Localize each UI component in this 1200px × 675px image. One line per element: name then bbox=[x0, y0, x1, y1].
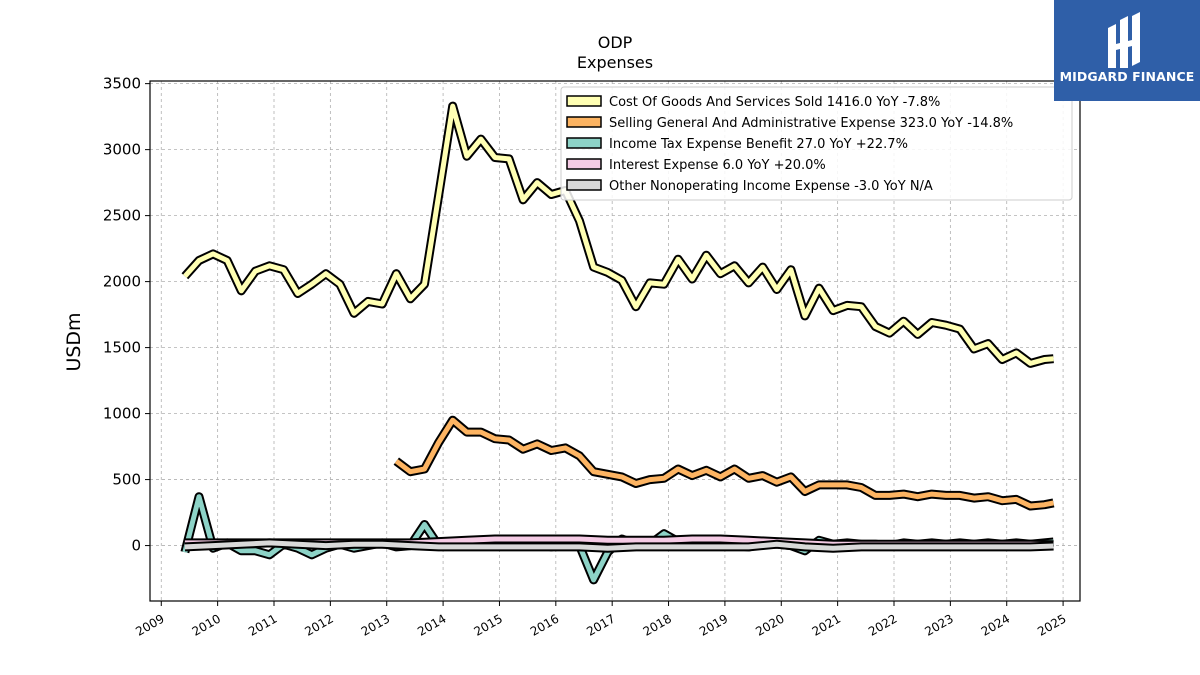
brand-name: MIDGARD FINANCE bbox=[1059, 69, 1195, 84]
series-4 bbox=[184, 538, 1054, 553]
y-tick-label: 3500 bbox=[103, 75, 141, 93]
x-tick-label: 2013 bbox=[359, 611, 392, 638]
legend-entry: Income Tax Expense Benefit 27.0 YoY +22.… bbox=[609, 137, 908, 152]
y-tick-label: 3000 bbox=[103, 141, 141, 159]
y-tick-label: 500 bbox=[112, 471, 141, 489]
x-tick-label: 2019 bbox=[697, 611, 730, 638]
y-tick-label: 1000 bbox=[103, 405, 141, 423]
legend-entry: Selling General And Administrative Expen… bbox=[609, 116, 1013, 131]
plot-frame bbox=[149, 80, 1081, 602]
legend-entry: Other Nonoperating Income Expense -3.0 Y… bbox=[609, 179, 933, 194]
y-tick-label: 2500 bbox=[103, 207, 141, 225]
legend-swatch bbox=[566, 158, 602, 170]
x-tick-label: 2009 bbox=[133, 611, 166, 638]
y-tick-label: 1500 bbox=[103, 339, 141, 357]
y-axis-label: USDm bbox=[63, 312, 85, 371]
x-tick-label: 2018 bbox=[641, 611, 674, 638]
brand-logo: MIDGARD FINANCE bbox=[1054, 0, 1200, 101]
x-tick-label: 2020 bbox=[753, 611, 786, 638]
y-tick-label: 0 bbox=[131, 537, 141, 555]
series-0 bbox=[181, 101, 1054, 368]
x-tick-label: 2024 bbox=[979, 611, 1012, 638]
x-tick-label: 2025 bbox=[1035, 611, 1068, 638]
y-tick-label: 2000 bbox=[103, 273, 141, 291]
x-tick-label: 2017 bbox=[584, 611, 617, 638]
legend-swatch bbox=[566, 137, 602, 149]
series-line bbox=[184, 540, 1054, 551]
legend: Cost Of Goods And Services Sold 1416.0 Y… bbox=[560, 86, 1073, 201]
chart-subtitle: Expenses bbox=[577, 53, 653, 72]
x-tick-label: 2022 bbox=[866, 611, 899, 638]
x-tick-label: 2021 bbox=[810, 611, 843, 638]
legend-swatch bbox=[566, 116, 602, 128]
x-tick-label: 2012 bbox=[302, 611, 335, 638]
legend-entry: Cost Of Goods And Services Sold 1416.0 Y… bbox=[609, 95, 940, 110]
midgard-logo-icon bbox=[1108, 12, 1140, 68]
series-1 bbox=[393, 415, 1055, 511]
series-line bbox=[183, 103, 1054, 366]
x-tick-label: 2011 bbox=[246, 611, 279, 638]
x-tick-label: 2016 bbox=[528, 611, 561, 638]
x-tick-label: 2015 bbox=[472, 611, 505, 638]
x-tick-label: 2014 bbox=[415, 611, 448, 638]
series-line bbox=[394, 417, 1054, 509]
x-tick-label: 2010 bbox=[190, 611, 223, 638]
legend-box bbox=[560, 86, 1073, 201]
x-tick-label: 2023 bbox=[922, 611, 955, 638]
legend-swatch bbox=[566, 179, 602, 191]
legend-entry: Interest Expense 6.0 YoY +20.0% bbox=[609, 158, 826, 173]
chart-title: ODP bbox=[598, 33, 633, 52]
series-layer bbox=[180, 101, 1055, 585]
legend-swatch bbox=[566, 95, 602, 107]
